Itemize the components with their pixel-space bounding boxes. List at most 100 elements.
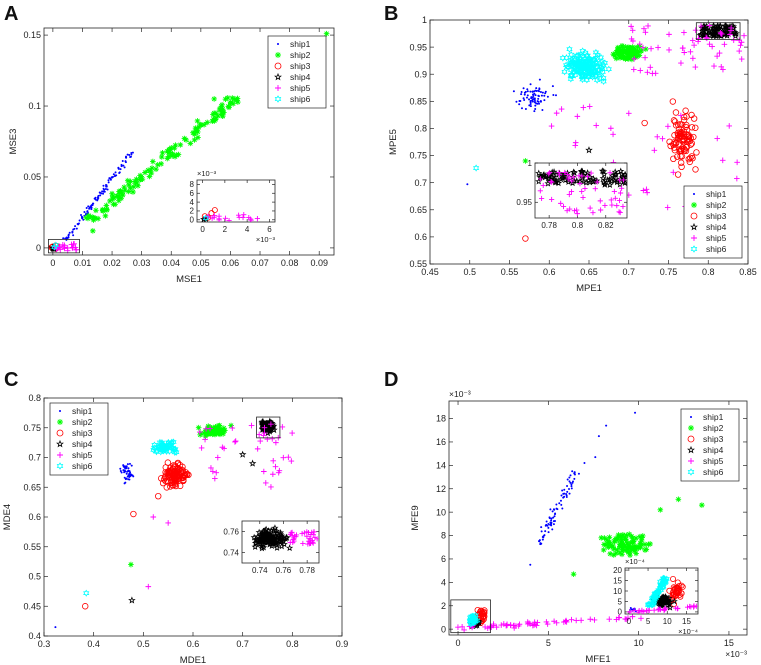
- ship1-point: [124, 466, 127, 469]
- y-tick-label: 0.76: [223, 527, 239, 536]
- ship2-point: [635, 543, 642, 550]
- ship3-point: [675, 587, 682, 594]
- ship1-point: [529, 90, 532, 93]
- ship2-point: [191, 131, 198, 138]
- ship5-point: [73, 246, 80, 253]
- ship6-point: [171, 445, 178, 454]
- ship3-point: [680, 137, 687, 145]
- legend-label-ship2: ship2: [72, 417, 93, 427]
- ship2-point: [625, 56, 632, 62]
- ship5-point: [573, 617, 579, 624]
- ship3-point: [160, 476, 168, 483]
- ship2-point: [622, 536, 629, 543]
- ship2-point: [638, 537, 645, 543]
- legend-marker-ship1: [692, 192, 696, 196]
- ship6-point: [586, 55, 593, 63]
- ship4-point: [552, 176, 560, 184]
- ship3-point: [680, 113, 688, 121]
- ship1-point: [542, 536, 545, 539]
- y-tick-label: 6: [441, 554, 446, 564]
- ship3-point: [688, 124, 696, 131]
- x-tick-label: 0.04: [162, 258, 180, 268]
- ship1-point: [96, 198, 99, 201]
- x-tick-label: 0.9: [336, 639, 349, 649]
- ship1-point: [539, 100, 542, 103]
- ship3-point: [671, 132, 678, 139]
- ship1-point: [122, 469, 125, 472]
- ship1-point: [529, 102, 532, 105]
- x-tick-label: 6: [267, 225, 272, 234]
- ship4-point: [696, 31, 705, 39]
- data-points: [250, 524, 319, 552]
- ship3-point: [689, 155, 696, 162]
- ship6-point: [583, 52, 590, 60]
- ship5-point: [629, 27, 636, 34]
- ship5-point: [270, 458, 277, 464]
- ship1-point: [529, 105, 532, 108]
- ship5-point: [711, 63, 717, 69]
- ship4-point: [605, 176, 613, 183]
- ship3-point: [172, 475, 180, 482]
- ship1-point: [594, 456, 597, 459]
- ship6-point: [575, 65, 582, 74]
- legend-marker-ship2: [57, 419, 63, 425]
- ship5-point: [61, 242, 68, 249]
- y-tick-label: 0.85: [409, 96, 427, 106]
- ship5-point: [643, 186, 650, 193]
- ship5-point: [246, 214, 252, 221]
- ship5-point: [620, 177, 626, 183]
- ship1-point: [560, 494, 563, 497]
- ship5-point: [644, 189, 650, 196]
- ship5-point: [561, 619, 567, 625]
- ship1-point: [558, 502, 561, 505]
- ship4-point: [254, 532, 262, 540]
- ship4-point: [258, 542, 266, 550]
- ship2-point: [212, 427, 218, 434]
- ship5-point: [657, 607, 663, 613]
- inset-C: 0.74 0.76 0.78 0.74 0.76: [223, 520, 320, 575]
- ship5-point: [300, 540, 306, 547]
- ship2-point: [154, 161, 161, 168]
- legend-marker-ship5: [688, 458, 694, 464]
- ship3-point: [687, 154, 694, 162]
- ship5-point: [691, 42, 697, 48]
- ship5-point: [661, 607, 667, 613]
- ship5-point: [714, 135, 721, 142]
- ship5-point: [610, 131, 616, 138]
- ship5-point: [738, 39, 745, 46]
- ship3-point: [179, 474, 186, 482]
- ship3-point: [675, 141, 682, 148]
- ship4-point: [273, 544, 281, 551]
- ship5-point: [631, 607, 637, 614]
- legend-label-ship4: ship4: [72, 439, 93, 449]
- ship2-point: [95, 215, 101, 222]
- ship6-point: [158, 443, 165, 451]
- ship5-point: [681, 49, 688, 56]
- ship2-point: [219, 110, 225, 117]
- ship2-point: [203, 429, 209, 436]
- ship1-point: [568, 476, 571, 479]
- ship5-point: [666, 47, 672, 53]
- x-tick-label: 0.3: [38, 639, 51, 649]
- ship5-point: [587, 205, 593, 211]
- ship3-point: [692, 166, 699, 173]
- ship5-point: [304, 533, 310, 539]
- ship5-point: [592, 186, 598, 192]
- ship2-point: [219, 106, 226, 112]
- ship1-point: [551, 510, 554, 513]
- ship2-point: [177, 142, 184, 148]
- ship5-point: [737, 42, 744, 49]
- ship1-point: [522, 87, 525, 90]
- ship5-point: [608, 125, 614, 132]
- ship2-point: [614, 47, 621, 54]
- ship5-point: [461, 627, 467, 633]
- ship1-point: [125, 472, 128, 475]
- ship5-point: [548, 178, 554, 185]
- ship1-point: [93, 197, 96, 200]
- ship5-point: [222, 215, 229, 221]
- ship2-point: [196, 124, 202, 131]
- ship5-point: [636, 608, 642, 614]
- ship1-point: [123, 466, 126, 469]
